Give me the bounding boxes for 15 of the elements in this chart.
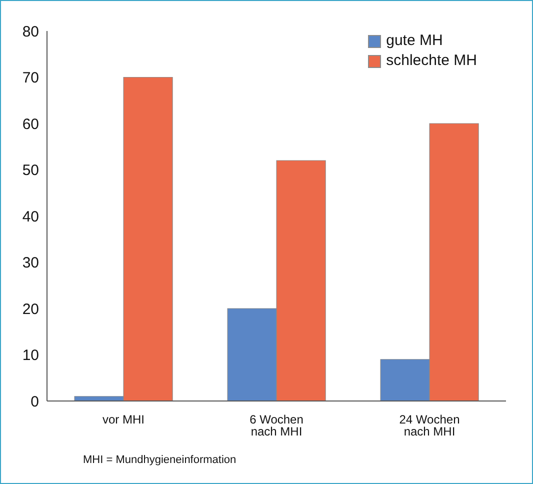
y-tick-label: 20 bbox=[22, 300, 39, 318]
legend-label: gute MH bbox=[386, 31, 443, 51]
x-tick-label: vor MHI bbox=[102, 412, 144, 427]
y-tick-label: 70 bbox=[22, 70, 39, 87]
y-tick-label: 60 bbox=[22, 116, 39, 133]
x-tick-label: 24 Wochen nach MHI bbox=[399, 412, 460, 439]
x-tick-label: 6 Wochen nach MHI bbox=[250, 412, 304, 439]
y-tick-label: 40 bbox=[22, 208, 39, 226]
legend-label: schlechte MH bbox=[386, 51, 477, 71]
y-tick-label: 50 bbox=[22, 162, 39, 180]
y-tick-label: 30 bbox=[22, 254, 39, 272]
y-tick-label: 10 bbox=[22, 347, 39, 364]
text: MHI = Mundhygieneinformation bbox=[83, 454, 236, 466]
y-tick-label: 0 bbox=[30, 393, 39, 410]
y-tick-label: 80 bbox=[22, 23, 39, 40]
